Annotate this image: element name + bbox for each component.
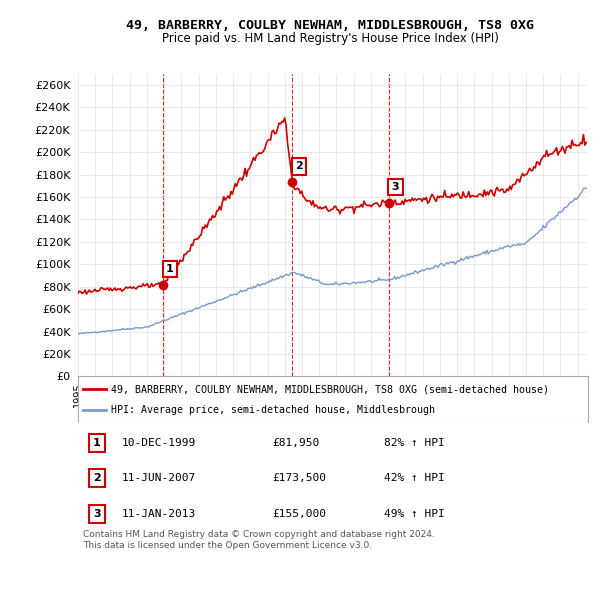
Text: £81,950: £81,950 — [272, 438, 319, 448]
Text: Contains HM Land Registry data © Crown copyright and database right 2024.
This d: Contains HM Land Registry data © Crown c… — [83, 530, 435, 550]
Text: 1: 1 — [166, 264, 174, 274]
Text: 3: 3 — [93, 509, 101, 519]
Text: 3: 3 — [392, 182, 400, 192]
Text: 42% ↑ HPI: 42% ↑ HPI — [384, 473, 445, 483]
Text: 10-DEC-1999: 10-DEC-1999 — [121, 438, 196, 448]
Text: £155,000: £155,000 — [272, 509, 326, 519]
Text: 82% ↑ HPI: 82% ↑ HPI — [384, 438, 445, 448]
Text: 11-JUN-2007: 11-JUN-2007 — [121, 473, 196, 483]
Text: 2: 2 — [93, 473, 101, 483]
Text: £173,500: £173,500 — [272, 473, 326, 483]
Text: Price paid vs. HM Land Registry's House Price Index (HPI): Price paid vs. HM Land Registry's House … — [161, 32, 499, 45]
Text: 1: 1 — [93, 438, 101, 448]
Text: 49% ↑ HPI: 49% ↑ HPI — [384, 509, 445, 519]
Text: 11-JAN-2013: 11-JAN-2013 — [121, 509, 196, 519]
Text: 49, BARBERRY, COULBY NEWHAM, MIDDLESBROUGH, TS8 0XG: 49, BARBERRY, COULBY NEWHAM, MIDDLESBROU… — [126, 19, 534, 32]
Text: 2: 2 — [295, 161, 303, 171]
Text: HPI: Average price, semi-detached house, Middlesbrough: HPI: Average price, semi-detached house,… — [111, 405, 435, 415]
Text: 49, BARBERRY, COULBY NEWHAM, MIDDLESBROUGH, TS8 0XG (semi-detached house): 49, BARBERRY, COULBY NEWHAM, MIDDLESBROU… — [111, 384, 549, 394]
